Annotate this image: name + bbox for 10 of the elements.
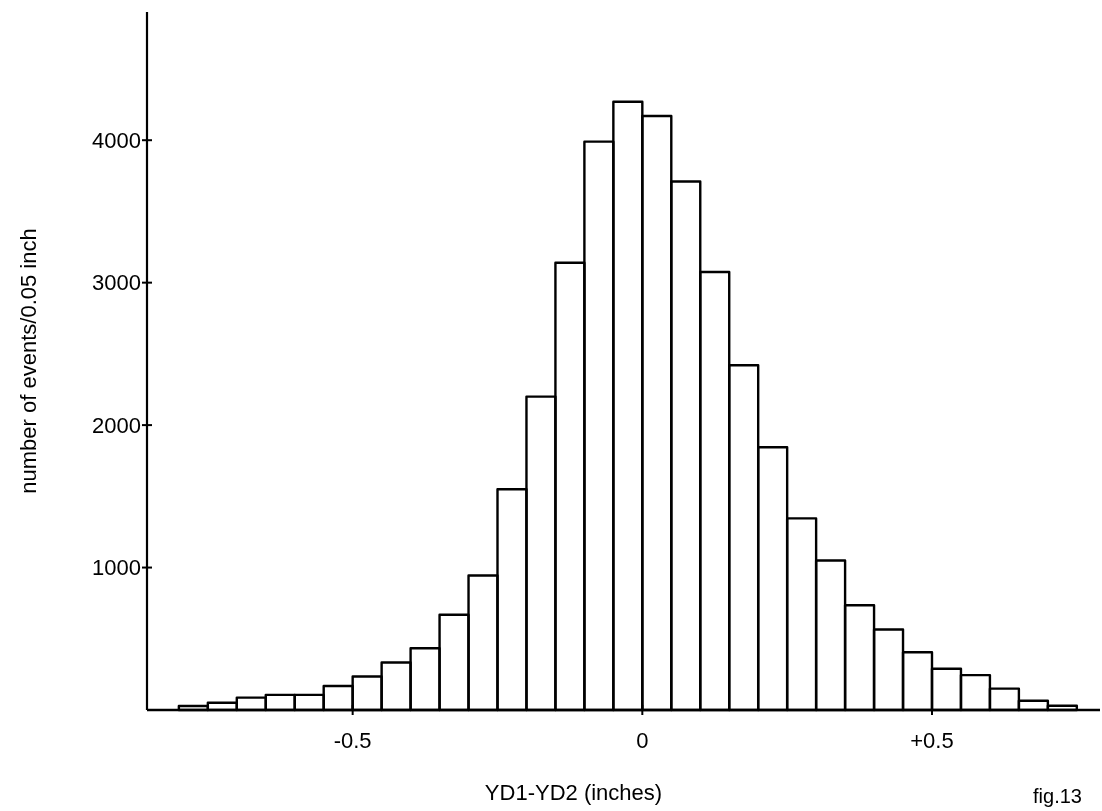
y-tick-label: 2000	[92, 412, 141, 438]
y-tick-label: 1000	[92, 555, 141, 581]
x-tick-label: -0.5	[333, 728, 372, 753]
y-axis-title: number of events/0.05 inch	[16, 228, 41, 494]
y-tick-label: 3000	[92, 270, 141, 296]
x-tick-label: 0	[636, 728, 649, 753]
x-axis-title: YD1-YD2 (inches)	[484, 780, 663, 805]
caption: fig.13	[1033, 785, 1082, 807]
x-tick-label: +0.5	[910, 728, 954, 753]
y-tick-label: 4000	[92, 127, 141, 153]
